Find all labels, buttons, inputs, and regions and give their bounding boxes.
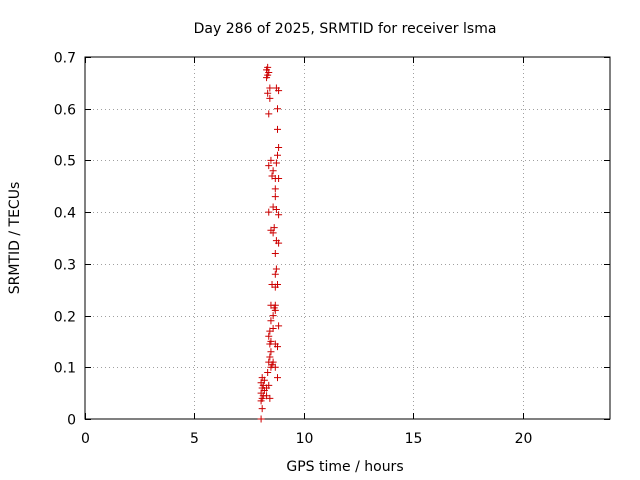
data-point <box>271 250 279 258</box>
data-point <box>274 151 281 159</box>
data-point <box>265 358 273 366</box>
data-points <box>257 63 283 423</box>
data-point <box>275 211 283 219</box>
x-axis-label: GPS time / hours <box>286 459 403 475</box>
data-point <box>275 144 283 151</box>
data-point <box>272 159 280 167</box>
data-point <box>264 368 272 376</box>
y-tick-label: 0.7 <box>54 51 76 67</box>
data-point <box>271 363 279 371</box>
data-point <box>272 206 280 214</box>
data-point <box>274 125 281 133</box>
y-tick-label: 0.4 <box>54 206 76 222</box>
x-tick-label: 15 <box>405 431 423 447</box>
data-point <box>274 105 281 113</box>
data-point <box>271 270 279 278</box>
data-point <box>265 332 273 340</box>
y-tick-label: 0.2 <box>54 310 76 326</box>
y-tick-label: 0.1 <box>54 361 76 377</box>
axis-ticks: 0 0.1 0.2 0.3 0.4 0.5 0.6 0.7 0 5 10 15 20 <box>54 51 610 447</box>
data-point <box>258 374 266 382</box>
data-point <box>275 87 283 95</box>
data-point <box>264 89 272 97</box>
data-point <box>267 348 275 356</box>
data-point <box>266 353 274 361</box>
data-point <box>275 175 283 183</box>
data-point <box>267 337 275 345</box>
data-point <box>269 167 277 175</box>
data-point <box>267 156 275 164</box>
y-axis-label: SRMTID / TECUs <box>7 182 23 295</box>
x-tick-label: 10 <box>296 431 314 447</box>
y-tick-label: 0.5 <box>54 154 76 170</box>
data-point <box>271 193 279 201</box>
data-point <box>274 374 281 382</box>
data-point <box>271 185 279 193</box>
data-point <box>264 63 272 71</box>
x-tick-label: 5 <box>190 431 199 447</box>
chart-title: Day 286 of 2025, SRMTID for receiver lsm… <box>194 21 497 37</box>
data-point <box>265 381 273 389</box>
data-point <box>271 340 279 348</box>
data-point <box>266 84 274 92</box>
data-point <box>265 208 273 216</box>
y-tick-label: 0 <box>67 413 76 429</box>
y-tick-label: 0.6 <box>54 103 76 119</box>
plot-frame <box>84 56 611 420</box>
grid <box>85 57 610 419</box>
x-tick-label: 0 <box>81 431 90 447</box>
data-point <box>257 415 265 423</box>
data-point <box>272 237 280 245</box>
data-point <box>275 322 283 330</box>
data-point <box>265 110 273 118</box>
data-point <box>271 301 279 309</box>
data-point <box>267 317 275 325</box>
data-point <box>272 265 280 273</box>
data-point <box>270 224 278 232</box>
data-point <box>265 162 273 170</box>
data-point <box>266 394 274 402</box>
data-point <box>266 94 274 102</box>
x-tick-label: 20 <box>515 431 533 447</box>
data-point <box>269 312 277 320</box>
data-point <box>274 281 281 289</box>
y-tick-label: 0.3 <box>54 258 76 274</box>
data-point <box>269 325 277 332</box>
data-point <box>258 405 266 413</box>
